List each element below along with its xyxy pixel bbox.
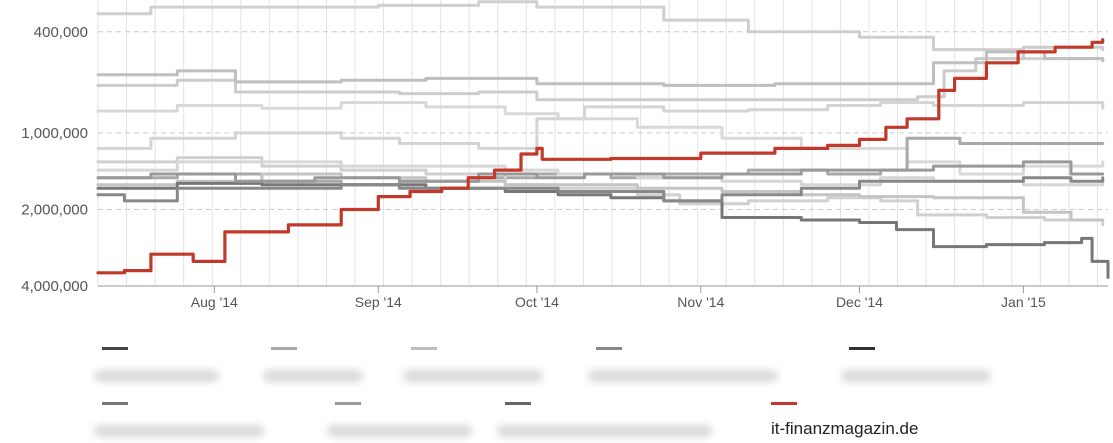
- legend-swatch: [411, 347, 437, 350]
- legend-swatch: [596, 347, 622, 350]
- x-axis-ticks: Aug '14 Sep '14 Oct '14 Nov '14 Dec '14 Jan '…: [191, 286, 1046, 310]
- series-line-it-finanzmagazin[interactable]: [96, 38, 1105, 275]
- x-tick-label: Sep '14: [355, 294, 402, 310]
- series-line[interactable]: [96, 50, 1105, 87]
- legend: it-finanzmagazin.de: [0, 335, 1113, 443]
- series-layer: [96, 0, 1110, 279]
- series-line[interactable]: [96, 0, 1105, 63]
- legend-label-redacted: [94, 425, 264, 437]
- legend-item-it-finanzmagazin[interactable]: [771, 390, 971, 430]
- horizontal-grid: [98, 31, 1108, 210]
- x-tick-label: Oct '14: [515, 294, 559, 310]
- y-tick-label: 4,000,000: [21, 278, 88, 295]
- plot-background: [98, 0, 1108, 286]
- legend-label-redacted: [497, 425, 712, 437]
- legend-swatch: [271, 347, 297, 350]
- x-tick-label: Jan '15: [1001, 294, 1046, 310]
- y-axis-ticks: 400,000 1,000,000 2,000,000 4,000,000: [21, 24, 88, 295]
- legend-swatch: [102, 402, 128, 405]
- legend-label-redacted: [403, 370, 543, 382]
- series-line[interactable]: [96, 172, 1105, 222]
- x-tick-label: Nov '14: [677, 294, 724, 310]
- series-line[interactable]: [96, 101, 1105, 150]
- x-tick-label: Aug '14: [191, 294, 238, 310]
- legend-swatch: [849, 347, 875, 350]
- chart-canvas: 400,000 1,000,000 2,000,000 4,000,000 Aug '…: [21, 0, 1110, 310]
- legend-swatch: [505, 402, 531, 405]
- legend-label-redacted: [263, 370, 363, 382]
- legend-swatch: [335, 402, 361, 405]
- series-line[interactable]: [96, 45, 1105, 102]
- y-tick-label: 1,000,000: [21, 125, 88, 142]
- x-tick-label: Dec '14: [836, 294, 883, 310]
- legend-label-redacted: [841, 370, 991, 382]
- series-line[interactable]: [96, 101, 1105, 176]
- legend-swatch: [102, 347, 128, 350]
- legend-label-it-finanzmagazin: it-finanzmagazin.de: [771, 419, 919, 438]
- legend-label-redacted: [94, 370, 219, 382]
- y-tick-label: 2,000,000: [21, 201, 88, 218]
- legend-swatch: [771, 402, 797, 405]
- legend-label-redacted: [327, 425, 472, 437]
- legend-label-redacted: [588, 370, 778, 382]
- series-line[interactable]: [96, 160, 1105, 183]
- y-tick-label: 400,000: [34, 24, 88, 41]
- series-line[interactable]: [96, 181, 1110, 279]
- series-line[interactable]: [96, 176, 1105, 203]
